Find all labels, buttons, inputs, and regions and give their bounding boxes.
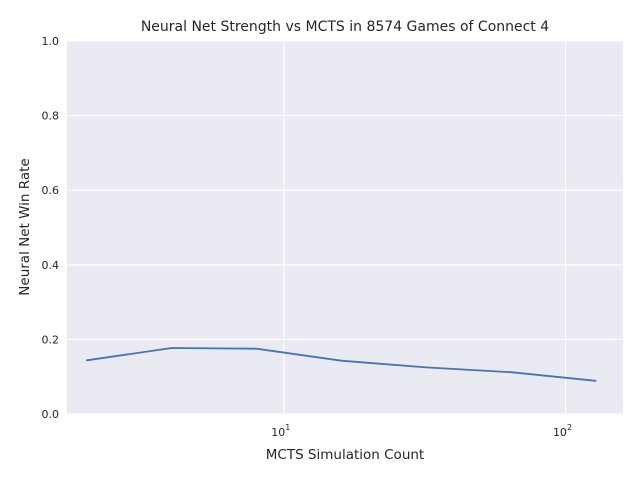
series-layer xyxy=(86,347,597,382)
x-tick-label: 101 xyxy=(271,423,290,439)
y-tick-label: 0.0 xyxy=(42,408,60,421)
plot-area xyxy=(67,41,623,414)
y-tick-label: 0.6 xyxy=(42,184,60,197)
x-tick-exponent: 1 xyxy=(285,423,290,432)
y-tick-label: 0.8 xyxy=(42,110,60,123)
series-line xyxy=(86,347,597,382)
x-tick-base: 10 xyxy=(271,426,285,439)
grid-lines xyxy=(67,40,623,415)
y-tick-labels: 0.0 0.2 0.4 0.6 0.8 1.0 xyxy=(42,35,60,421)
x-axis-label: MCTS Simulation Count xyxy=(266,447,424,463)
y-tick-label: 0.4 xyxy=(42,259,60,272)
y-tick-label: 1.0 xyxy=(42,35,60,48)
x-tick-base: 10 xyxy=(553,426,567,439)
y-tick-label: 0.2 xyxy=(42,333,60,346)
x-tick-exponent: 2 xyxy=(567,423,572,432)
x-tick-labels: 101 102 xyxy=(271,423,572,439)
x-tick-label: 102 xyxy=(553,423,572,439)
chart-title: Neural Net Strength vs MCTS in 8574 Game… xyxy=(141,19,549,35)
y-axis-label: Neural Net Win Rate xyxy=(17,158,33,295)
